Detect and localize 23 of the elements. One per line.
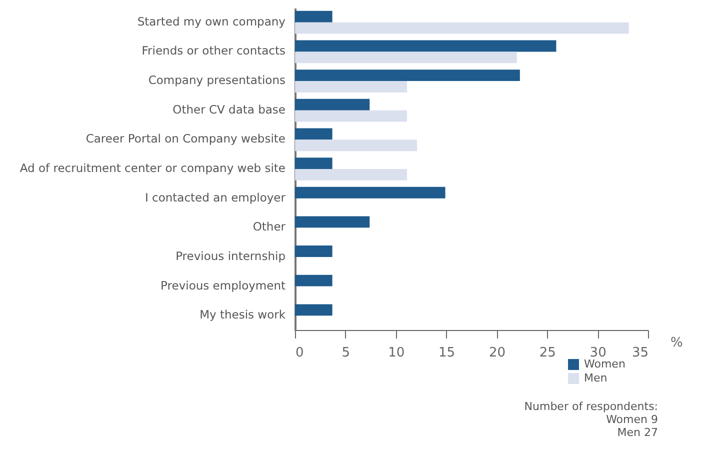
legend-label: Women — [584, 358, 626, 370]
x-tick-label: 5 — [342, 346, 350, 360]
x-tick-label: 0 — [296, 346, 304, 360]
x-tick-label: 25 — [539, 346, 556, 360]
x-tick-label: 20 — [488, 346, 506, 360]
x-tick-label: 35 — [632, 346, 648, 360]
y-tick-label: Ad of recruitment center or company web site — [20, 161, 286, 175]
legend-label: Men — [584, 372, 608, 384]
y-tick-label: Other CV data base — [172, 102, 286, 116]
y-tick-label: Started my own company — [137, 14, 286, 28]
y-tick-label: Previous internship — [176, 248, 286, 263]
x-tick-label: 10 — [388, 346, 405, 360]
y-tick-label: Career Portal on Company website — [86, 132, 286, 146]
x-axis-title: % — [670, 336, 683, 350]
y-tick-label: Company presentations — [148, 73, 286, 88]
x-tick-label: 15 — [438, 346, 456, 360]
y-tick-label: Previous employment — [160, 278, 286, 292]
x-tick-label: 30 — [590, 346, 606, 360]
y-tick-label: My thesis work — [200, 308, 286, 322]
y-tick-label: Friends or other contacts — [142, 44, 286, 58]
y-tick-label: Other — [252, 220, 286, 234]
y-tick-label: I contacted an employer — [144, 190, 286, 204]
text: Number of respondents: Women 9 Men 27 — [524, 400, 658, 439]
